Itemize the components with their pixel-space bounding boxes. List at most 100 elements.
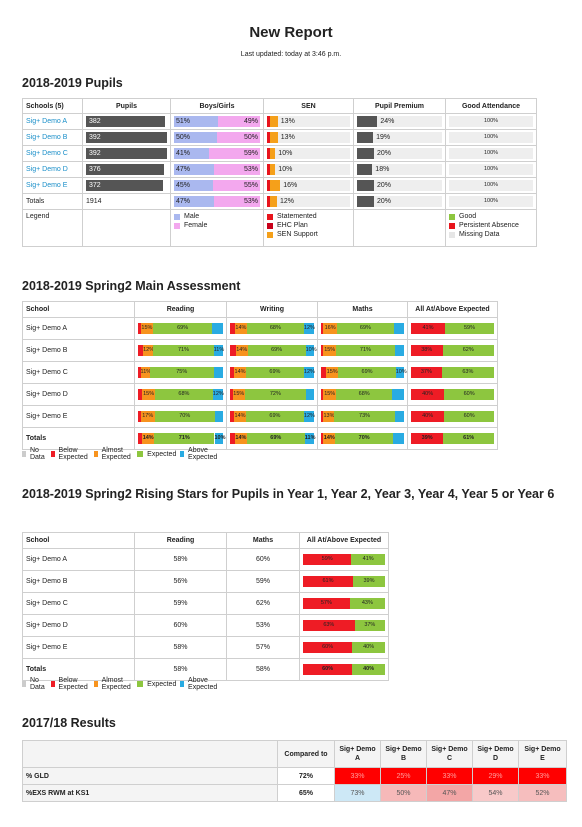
segment-label: 60% bbox=[463, 413, 475, 419]
bar-wrap: 100% bbox=[449, 164, 533, 175]
bar-wrap: 57% 43% bbox=[303, 598, 385, 609]
pupils-label: 1914 bbox=[86, 198, 102, 205]
attendance-bar bbox=[449, 148, 533, 159]
legend-item: Almost Expected bbox=[93, 447, 133, 461]
stack-segment bbox=[336, 323, 395, 334]
girls-bar bbox=[214, 196, 260, 207]
segment-label: 38% bbox=[421, 347, 433, 353]
reading-cell: 58% bbox=[134, 548, 227, 571]
sen-bar bbox=[267, 164, 276, 175]
stack-segment bbox=[394, 411, 404, 422]
attendance-cell: 100% bbox=[445, 161, 537, 178]
bar-wrap: 17% 70% bbox=[138, 411, 223, 422]
attendance-bar bbox=[449, 180, 533, 191]
stack-segment bbox=[444, 411, 494, 422]
stack-segment bbox=[232, 389, 246, 400]
legend-item: Almost Expected bbox=[93, 677, 133, 691]
reading-cell: 15% 68% 12% bbox=[134, 383, 227, 406]
premium-label: 18% bbox=[375, 166, 390, 173]
sen-bar bbox=[267, 180, 281, 191]
stack-segment bbox=[441, 367, 494, 378]
school-cell: Sig+ Demo D bbox=[22, 383, 135, 406]
boys-label: 41% bbox=[176, 150, 191, 157]
pupils-label: 372 bbox=[89, 182, 101, 189]
segment-label: 69% bbox=[361, 369, 373, 375]
segment-label: 12% bbox=[303, 325, 315, 331]
assessment-row: Sig+ Demo E 17% 70% 14% 69% 12% 13% 73% 40% 60% bbox=[22, 405, 498, 428]
legend-swatch bbox=[93, 681, 98, 687]
bar-wrap: 20% bbox=[357, 196, 442, 207]
rising-row: Sig+ Demo A 58% 60% 59% 41% bbox=[22, 548, 389, 571]
school-name[interactable]: Sig+ Demo A bbox=[26, 118, 68, 125]
stack-segment bbox=[245, 367, 304, 378]
boys-girls-cell: 47% 53% bbox=[170, 193, 264, 210]
stack-segment bbox=[235, 323, 247, 334]
header-row: School Reading Writing Maths All At/Above Ex… bbox=[22, 301, 498, 318]
pupils-label: 392 bbox=[89, 134, 101, 141]
segment-label: 63% bbox=[462, 369, 474, 375]
attendance-label: 100% bbox=[483, 198, 499, 204]
premium-bar bbox=[357, 196, 374, 207]
compared-cell: 72% bbox=[277, 767, 335, 785]
legend-item: Above Expected bbox=[180, 447, 219, 461]
table: Schools (5) Pupils Boys/Girls SEN Pupil Prem… bbox=[22, 98, 537, 247]
stack-segment bbox=[321, 411, 324, 422]
segment-label: 72% bbox=[269, 391, 281, 397]
stack-segment bbox=[443, 433, 494, 444]
maths-cell: 15% 71% bbox=[317, 339, 408, 362]
pupils-label: 382 bbox=[89, 118, 101, 125]
school-name[interactable]: Sig+ Demo E bbox=[26, 182, 68, 189]
all-cell: 60% 40% bbox=[299, 658, 389, 681]
maths-cell: 15% 69% 10% bbox=[317, 361, 408, 384]
bar-wrap: 100% bbox=[449, 116, 533, 127]
stack-segment bbox=[153, 323, 212, 334]
bar-wrap: 41% 59% bbox=[411, 323, 494, 334]
stack-segment bbox=[304, 433, 314, 444]
bar-wrap: 10% bbox=[267, 148, 350, 159]
stack-segment bbox=[235, 433, 247, 444]
school-name[interactable]: Sig+ Demo D bbox=[26, 166, 68, 173]
attendance-label: 100% bbox=[483, 150, 499, 156]
assessment-row: Sig+ Demo B 12% 71% 11% 14% 69% 10% 15% 71% 38% 62… bbox=[22, 339, 498, 362]
school-name[interactable]: Sig+ Demo C bbox=[26, 150, 68, 157]
pupils-label: 392 bbox=[89, 150, 101, 157]
boys-girls-cell: 50% 50% bbox=[170, 129, 264, 146]
stack-segment bbox=[321, 367, 326, 378]
column-header: Pupil Premium bbox=[353, 98, 446, 114]
empty-cell bbox=[353, 209, 446, 247]
compared-cell: 65% bbox=[277, 784, 335, 802]
column-header: Boys/Girls bbox=[170, 98, 264, 114]
premium-label: 19% bbox=[376, 134, 391, 141]
stack-segment bbox=[353, 576, 385, 587]
all-cell: 39% 61% bbox=[407, 427, 498, 450]
stack-segment bbox=[211, 323, 223, 334]
last-updated: Last updated: today at 3:46 p.m. bbox=[240, 51, 342, 58]
school-name[interactable]: Sig+ Demo B bbox=[26, 134, 68, 141]
stack-segment bbox=[140, 323, 154, 334]
segment-label: 40% bbox=[363, 666, 375, 672]
premium-cell: 18% bbox=[353, 161, 446, 178]
bar-wrap: 16% 69% bbox=[321, 323, 404, 334]
column-header: Writing bbox=[226, 301, 318, 318]
reading-cell: 12% 71% 11% bbox=[134, 339, 227, 362]
reading-cell: 15% 69% bbox=[134, 317, 227, 340]
school-cell: Sig+ Demo C bbox=[22, 361, 135, 384]
attendance-cell: 100% bbox=[445, 145, 537, 162]
stack-segment bbox=[445, 323, 494, 334]
segment-label: 70% bbox=[179, 413, 191, 419]
segment-label: 37% bbox=[364, 622, 376, 628]
bar-wrap: 12% bbox=[267, 196, 350, 207]
segment-label: 40% bbox=[422, 391, 434, 397]
sen-label: 12% bbox=[279, 198, 294, 205]
section-title: 2018-2019 Spring2 Rising Stars for Pupil… bbox=[22, 487, 555, 501]
stack-segment bbox=[349, 598, 385, 609]
school-cell: Sig+ Demo A bbox=[22, 548, 135, 571]
segment-label: 69% bbox=[271, 347, 283, 353]
stack-segment bbox=[246, 433, 305, 444]
segment-label: 15% bbox=[324, 347, 336, 353]
legend-text: Above Expected bbox=[188, 447, 218, 461]
sen-bar bbox=[267, 116, 278, 127]
stack-segment bbox=[444, 389, 494, 400]
stack-segment bbox=[230, 411, 235, 422]
stack-segment bbox=[354, 620, 385, 631]
